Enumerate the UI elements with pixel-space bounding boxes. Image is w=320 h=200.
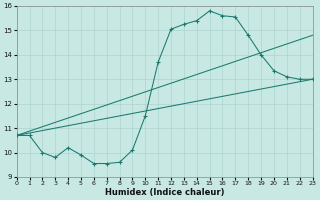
- X-axis label: Humidex (Indice chaleur): Humidex (Indice chaleur): [105, 188, 224, 197]
